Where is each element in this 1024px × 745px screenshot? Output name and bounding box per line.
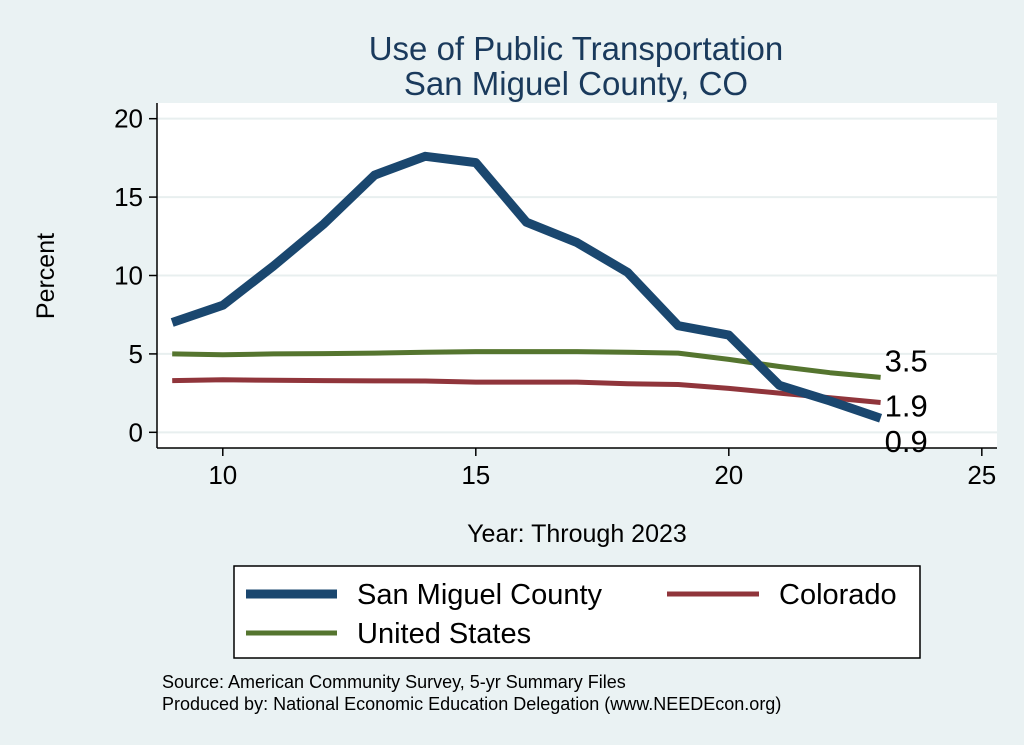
x-axis-title: Year: Through 2023 bbox=[467, 520, 687, 548]
produced-by-note: Produced by: National Economic Education… bbox=[162, 694, 781, 714]
y-tick-label: 10 bbox=[114, 261, 143, 291]
y-axis-title: Percent bbox=[32, 233, 60, 319]
y-tick-label: 0 bbox=[129, 417, 143, 447]
end-labels: 0.91.9 3.5 bbox=[885, 343, 928, 459]
series-lines bbox=[170, 151, 883, 423]
legend-label-united-states: United States bbox=[357, 618, 531, 650]
y-tick-label: 15 bbox=[114, 182, 143, 212]
series-line-colorado bbox=[172, 377, 881, 405]
axes bbox=[149, 103, 997, 456]
x-tick-label: 25 bbox=[967, 460, 996, 490]
end-label-colorado: 1.9 bbox=[885, 389, 928, 424]
legend-label-san-miguel: San Miguel County bbox=[357, 579, 603, 611]
y-tick-label: 20 bbox=[114, 104, 143, 134]
end-label-san-miguel-county: 0.9 bbox=[885, 424, 928, 459]
chart-title: Use of Public Transportation bbox=[369, 30, 784, 67]
tick-labels: 0 5 10 15 20 10 15 20 25 bbox=[114, 104, 996, 490]
chart-subtitle: San Miguel County, CO bbox=[404, 65, 748, 102]
legend: San Miguel County Colorado United States bbox=[233, 565, 921, 659]
legend-label-colorado: Colorado bbox=[779, 579, 897, 611]
legend-box bbox=[233, 565, 921, 659]
x-tick-label: 15 bbox=[461, 460, 490, 490]
x-tick-label: 20 bbox=[714, 460, 743, 490]
source-note: Source: American Community Survey, 5-yr … bbox=[162, 672, 626, 692]
end-label-united-states: 3.5 bbox=[885, 343, 928, 378]
series-line-san-miguel-county bbox=[170, 151, 883, 423]
y-tick-label: 5 bbox=[129, 339, 143, 369]
x-tick-label: 10 bbox=[208, 460, 237, 490]
